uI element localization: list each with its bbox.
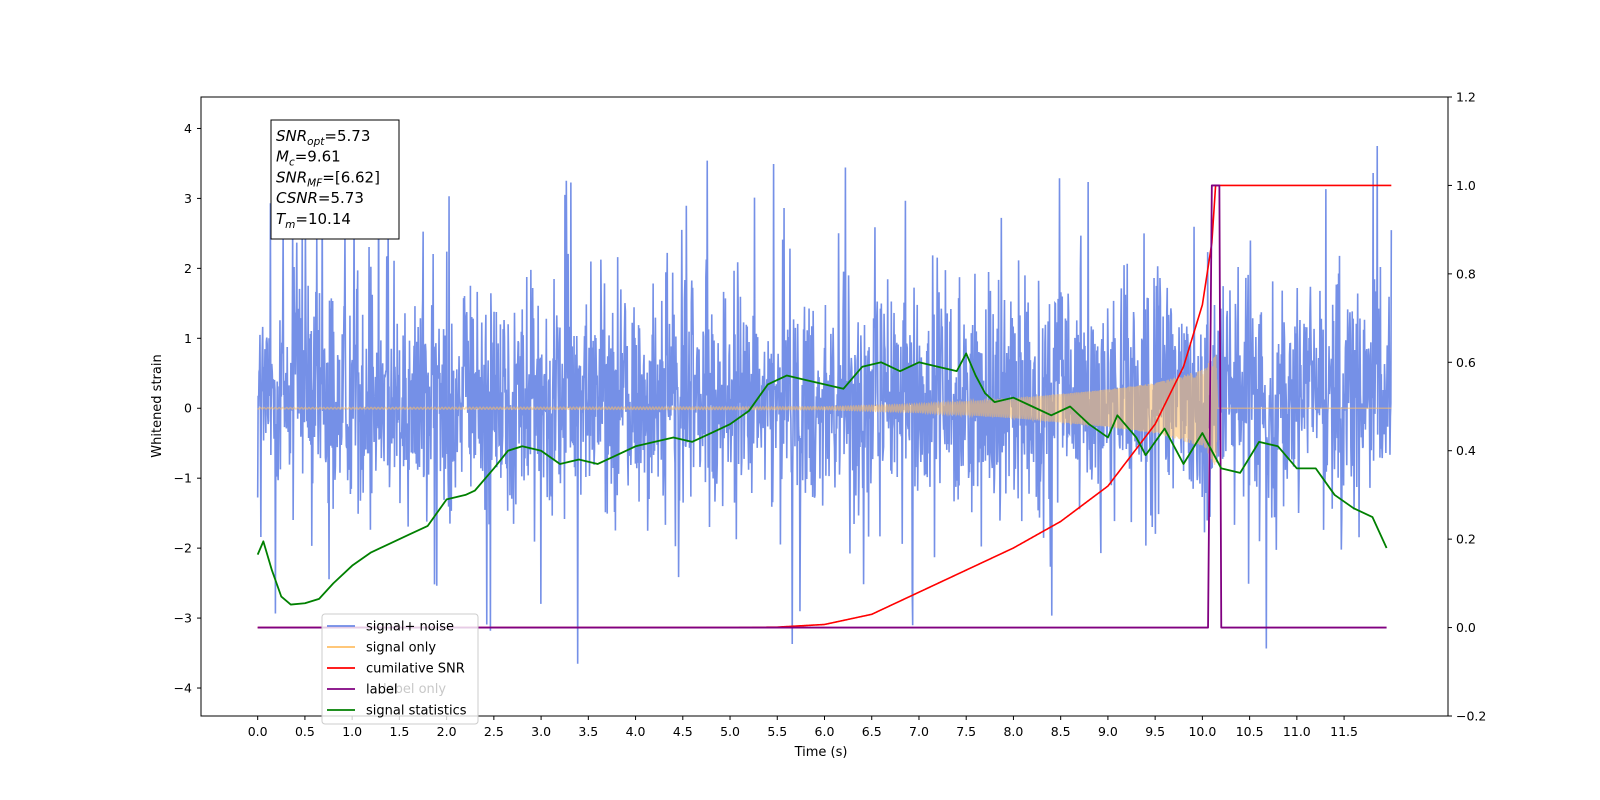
- y-left-tick-label: 3: [184, 191, 192, 206]
- x-tick-label: 6.5: [862, 724, 882, 739]
- x-tick-label: 0.5: [295, 724, 315, 739]
- signal-noise-line: [256, 145, 1393, 664]
- y-left-tick-label: −2: [174, 541, 192, 556]
- series-signal-statistics: [256, 352, 1388, 606]
- stats-line: Mc=9.61: [276, 148, 341, 169]
- label-line: [257, 184, 1387, 629]
- x-tick-label: 2.0: [437, 724, 457, 739]
- y-right-tick-label: 1.2: [1456, 90, 1476, 105]
- y-left-tick-label: 4: [184, 121, 192, 136]
- y-axis-left: 4 3 2 1 0 −1 −2 −3 −4: [174, 121, 201, 696]
- legend-occluded-text: label only: [383, 682, 446, 697]
- stats-line: SNRopt=5.73: [276, 127, 370, 148]
- series-label: [257, 184, 1387, 629]
- y-right-tick-label: 1.0: [1456, 178, 1476, 193]
- y-left-tick-label: −4: [174, 681, 192, 696]
- signal-statistics-line: [256, 352, 1388, 606]
- legend-label: signal only: [366, 641, 436, 656]
- y-left-tick-label: 2: [184, 261, 192, 276]
- legend-label: signal statistics: [366, 704, 467, 719]
- x-tick-label: 8.5: [1051, 724, 1071, 739]
- x-tick-label: 1.5: [389, 724, 409, 739]
- x-tick-label: 5.0: [720, 724, 740, 739]
- y-left-tick-label: −3: [174, 611, 192, 626]
- signal-only-line: [257, 355, 1392, 465]
- y-left-tick-label: −1: [174, 471, 192, 486]
- x-tick-label: 11.0: [1283, 724, 1311, 739]
- x-axis: 0.0 0.5 1.0 1.5 2.0 2.5 3.0 3.5 4.0 4.5 5.0 5.5 6.0 6…: [248, 716, 1358, 739]
- legend-box: [321, 613, 479, 725]
- x-tick-label: 3.5: [578, 724, 598, 739]
- legend: label only signal+ noise signal only cumil…: [321, 613, 479, 725]
- y-right-tick-label: 0.0: [1456, 620, 1476, 635]
- stats-annotation-box: [270, 119, 400, 240]
- x-tick-label: 10.5: [1236, 724, 1264, 739]
- x-tick-label: 3.0: [531, 724, 551, 739]
- stats-line: CSNR=5.73: [276, 189, 364, 207]
- x-tick-label: 4.5: [673, 724, 693, 739]
- y-right-tick-label: −0.2: [1456, 709, 1486, 724]
- x-tick-label: 9.0: [1098, 724, 1118, 739]
- stats-line: Tm=10.14: [276, 210, 351, 231]
- y-right-tick-label: 0.8: [1456, 266, 1476, 281]
- y-axis-right: 1.2 1.0 0.8 0.6 0.4 0.2 0.0 −0.2: [1448, 90, 1486, 724]
- legend-label: cumilative SNR: [366, 662, 465, 677]
- legend-label: label: [366, 683, 397, 698]
- x-tick-label: 10.0: [1188, 724, 1216, 739]
- y-axis-left-label: Whitened strain: [150, 354, 165, 457]
- y-left-tick-label: 0: [184, 401, 192, 416]
- x-tick-label: 7.5: [956, 724, 976, 739]
- x-tick-label: 5.5: [767, 724, 787, 739]
- x-tick-label: 1.0: [342, 724, 362, 739]
- x-tick-label: 4.0: [626, 724, 646, 739]
- x-axis-label: Time (s): [794, 745, 848, 760]
- y-right-tick-label: 0.4: [1456, 443, 1476, 458]
- y-right-tick-label: 0.2: [1456, 532, 1476, 547]
- x-tick-label: 11.5: [1330, 724, 1358, 739]
- series-signal-only: [257, 355, 1392, 465]
- plot-area: [256, 145, 1393, 664]
- y-right-tick-label: 0.6: [1456, 355, 1476, 370]
- x-tick-label: 2.5: [484, 724, 504, 739]
- x-tick-label: 6.0: [815, 724, 835, 739]
- stats-line: SNRMF=[6.62]: [276, 168, 380, 189]
- x-tick-label: 8.0: [1003, 724, 1023, 739]
- legend-label: signal+ noise: [366, 620, 454, 635]
- x-tick-label: 7.0: [909, 724, 929, 739]
- x-tick-label: 9.5: [1145, 724, 1165, 739]
- y-left-tick-label: 1: [184, 331, 192, 346]
- x-tick-label: 0.0: [248, 724, 268, 739]
- series-signal-noise: [256, 145, 1393, 664]
